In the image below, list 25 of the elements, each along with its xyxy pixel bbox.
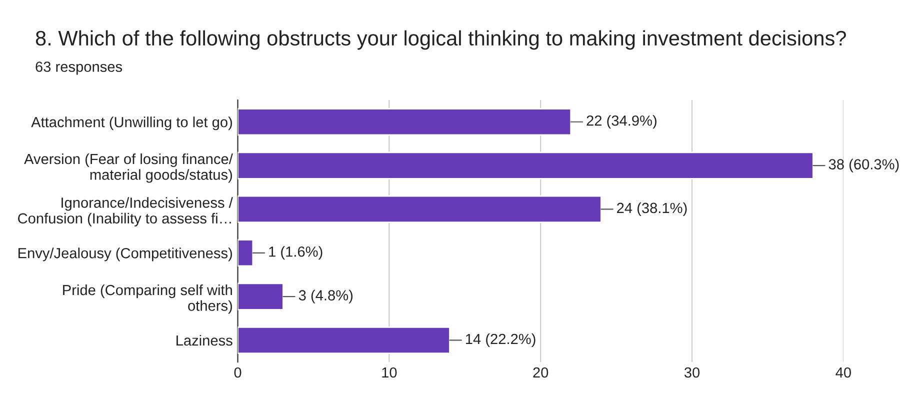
y-tick-label: Pride (Comparing self with others) [63, 284, 232, 314]
bar [238, 239, 254, 267]
data-label: 22 (34.9%) [586, 115, 656, 129]
y-tick-label: Ignorance/Indecisiveness / Confusion (Inability to assess fi… [18, 197, 233, 226]
x-tick-label: 0 [234, 367, 242, 378]
chart-title: 8. Which of the following obstructs your logical thinking to making investment decisions? [36, 30, 846, 50]
bar [238, 326, 450, 354]
x-tick-label: 30 [684, 367, 700, 378]
x-tick-label: 10 [382, 367, 397, 378]
data-label: 1 (1.6%) [269, 246, 322, 260]
bar [238, 195, 602, 224]
data-label: 14 (22.2%) [466, 333, 536, 348]
y-tick-label: Aversion (Fear of losing finance/ material goods/status) [24, 153, 233, 183]
data-label: 3 (4.8%) [298, 290, 353, 304]
y-tick-label: Laziness [176, 334, 232, 346]
bar [238, 282, 284, 310]
text: 63 responses [36, 62, 122, 75]
x-tick-label: 20 [533, 367, 548, 378]
bar [238, 152, 814, 180]
bar [238, 108, 572, 136]
data-label: 38 (60.3%) [828, 158, 899, 172]
y-tick-label: Attachment (Unwilling to let go) [31, 116, 232, 130]
x-tick-label: 40 [836, 367, 851, 378]
y-tick-label: Envy/Jealousy (Competitiveness) [18, 248, 232, 262]
data-label: 24 (38.1%) [617, 202, 687, 216]
